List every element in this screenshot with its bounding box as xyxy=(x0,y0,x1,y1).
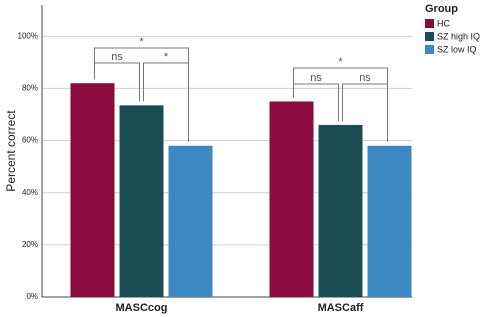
y-tick-label: 20% xyxy=(22,240,38,249)
significance-bracket xyxy=(143,62,189,142)
y-tick-label: 60% xyxy=(22,136,38,145)
bar xyxy=(168,145,213,297)
legend-swatch xyxy=(425,45,434,54)
significance-label: * xyxy=(139,36,144,48)
y-tick-label: 40% xyxy=(22,188,38,197)
significance-label: ns xyxy=(111,51,123,63)
significance-bracket xyxy=(342,83,388,142)
x-tick-label: MASCaff xyxy=(318,302,364,314)
bar xyxy=(119,105,164,297)
legend-title: Group xyxy=(425,3,458,15)
bar xyxy=(70,83,115,297)
significance-bracket xyxy=(94,62,140,102)
y-tick-label: 0% xyxy=(26,292,38,301)
bar xyxy=(269,101,314,297)
legend-label: SZ low IQ xyxy=(437,44,477,54)
significance-bracket xyxy=(293,83,339,121)
x-tick-label: MASCcog xyxy=(116,302,168,314)
y-axis-label: Percent correct xyxy=(4,110,18,192)
legend-swatch xyxy=(425,19,434,28)
significance-label: ns xyxy=(310,72,322,84)
significance-label: ns xyxy=(359,72,371,84)
significance-label: * xyxy=(338,56,343,68)
y-tick-label: 80% xyxy=(22,84,38,93)
legend-label: SZ high IQ xyxy=(437,31,480,41)
bar xyxy=(367,145,412,297)
bar xyxy=(318,124,363,297)
y-tick-label: 100% xyxy=(18,31,38,40)
legend-label: HC xyxy=(437,18,450,28)
legend-swatch xyxy=(425,32,434,41)
significance-label: * xyxy=(164,51,169,63)
